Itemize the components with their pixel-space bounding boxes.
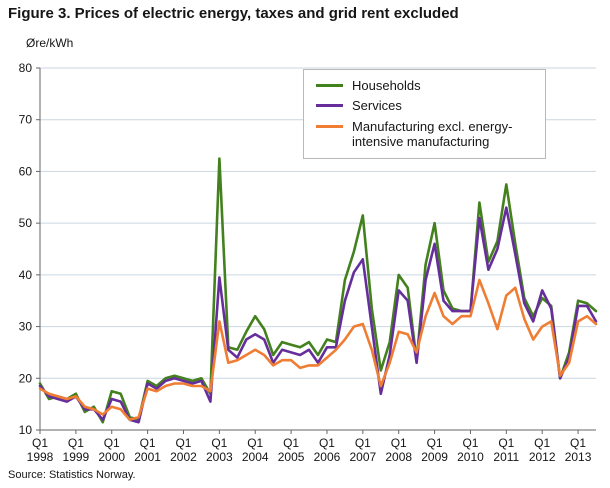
x-tick-year-label: 2007 [349, 450, 376, 464]
x-tick-year-label: 2004 [242, 450, 269, 464]
x-tick-quarter-label: Q1 [211, 436, 227, 450]
legend-label-manufacturing: Manufacturing excl. energy-intensive man… [352, 118, 513, 149]
figure-title: Figure 3. Prices of electric energy, tax… [8, 5, 459, 22]
legend-item-manufacturing: Manufacturing excl. energy-intensive man… [316, 119, 535, 150]
y-tick-label: 50 [19, 216, 33, 230]
x-tick-quarter-label: Q1 [570, 436, 586, 450]
y-tick-label: 60 [19, 164, 33, 178]
x-tick-quarter-label: Q1 [104, 436, 120, 450]
x-tick-quarter-label: Q1 [391, 436, 407, 450]
x-tick-year-label: 2010 [457, 450, 484, 464]
x-tick-year-label: 2001 [134, 450, 161, 464]
x-tick-year-label: 2002 [170, 450, 197, 464]
x-tick-year-label: 2011 [493, 450, 519, 464]
x-tick-year-label: 2003 [206, 450, 233, 464]
y-tick-label: 40 [19, 268, 33, 282]
x-tick-quarter-label: Q1 [175, 436, 191, 450]
x-tick-quarter-label: Q1 [462, 436, 478, 450]
x-tick-year-label: 1998 [27, 450, 54, 464]
x-tick-quarter-label: Q1 [534, 436, 550, 450]
x-tick-quarter-label: Q1 [427, 436, 443, 450]
households-line-swatch [316, 84, 343, 87]
y-tick-label: 30 [19, 320, 33, 334]
services-line-swatch [316, 104, 343, 108]
x-tick-quarter-label: Q1 [319, 436, 335, 450]
x-tick-year-label: 1999 [63, 450, 90, 464]
x-tick-year-label: 2000 [98, 450, 125, 464]
legend-item-households: Households [316, 78, 535, 93]
x-tick-quarter-label: Q1 [283, 436, 299, 450]
x-tick-year-label: 2005 [278, 450, 305, 464]
x-tick-quarter-label: Q1 [498, 436, 514, 450]
y-tick-label: 80 [19, 61, 33, 75]
x-tick-quarter-label: Q1 [140, 436, 156, 450]
x-tick-quarter-label: Q1 [247, 436, 263, 450]
x-tick-year-label: 2009 [421, 450, 448, 464]
manufacturing-series-line [38, 278, 598, 422]
legend-label-households: Households [352, 78, 421, 93]
x-tick-year-label: 2012 [529, 450, 556, 464]
source-note: Source: Statistics Norway. [8, 469, 136, 481]
x-tick-year-label: 2013 [565, 450, 592, 464]
x-tick-year-label: 2006 [314, 450, 341, 464]
y-tick-label: 10 [19, 423, 33, 437]
services-series-line [38, 206, 598, 424]
legend-item-services: Services [316, 98, 535, 113]
x-tick-quarter-label: Q1 [68, 436, 84, 450]
y-tick-label: 70 [19, 113, 33, 127]
manufacturing-line-swatch [316, 124, 343, 128]
legend-label-services: Services [352, 98, 402, 114]
y-tick-label: 20 [19, 371, 33, 385]
chart-legend: Households Services Manufacturing excl. … [303, 69, 546, 160]
x-tick-quarter-label: Q1 [355, 436, 371, 450]
x-tick-quarter-label: Q1 [32, 436, 48, 450]
x-tick-year-label: 2008 [385, 450, 412, 464]
y-axis-unit-label: Øre/kWh [26, 36, 74, 50]
